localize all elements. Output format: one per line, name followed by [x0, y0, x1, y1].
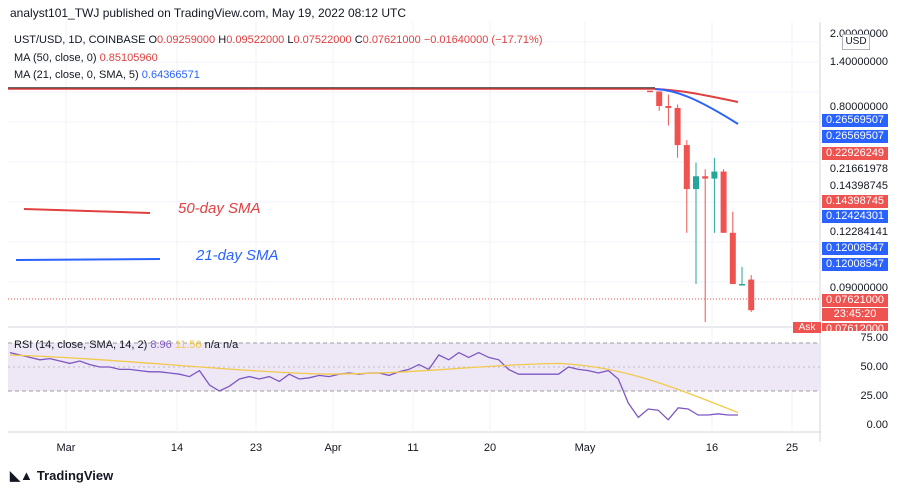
candle-body [647, 90, 653, 93]
rsi-tick: 50.00 [860, 361, 888, 373]
time-tick: 16 [705, 442, 719, 454]
price-tick: 1.40000000 [829, 56, 888, 68]
time-tick: 23 [249, 442, 263, 454]
candle-body [683, 145, 690, 190]
candle-body [720, 171, 727, 233]
ma50-legend[interactable]: MA (50, close, 0) 0.85105960 [14, 52, 158, 64]
candle-body [674, 107, 681, 146]
price-box: 0.22926249 [822, 147, 888, 160]
candle-body [711, 171, 718, 179]
candle-body [665, 106, 672, 108]
ask-price-box: 0.07612000 [822, 323, 888, 331]
published-line: analyst101_TWJ published on TradingView.… [10, 6, 406, 20]
currency-button[interactable]: USD [842, 34, 870, 50]
price-box: 0.26569507 [822, 114, 888, 127]
price-tick: 0.14398745 [829, 180, 888, 192]
ma50-value: 0.85105960 [99, 52, 158, 64]
time-tick: 11 [407, 442, 419, 454]
ma21-line [654, 88, 739, 125]
low-value: 0.07522000 [293, 34, 352, 46]
candle-body [739, 284, 745, 286]
time-tick: 20 [483, 442, 497, 454]
symbol-label[interactable]: UST/USD, 1D, COINBASE [14, 34, 146, 46]
price-box: 0.14398745 [822, 195, 888, 208]
rsi-value: 8.96 [150, 339, 172, 351]
candle-body [693, 176, 699, 190]
time-tick: Mar [56, 442, 76, 454]
open-value: 0.09259000 [157, 34, 216, 46]
low-label: L [287, 34, 294, 46]
rsi-tick: 0.00 [866, 419, 888, 431]
ma21-legend[interactable]: MA (21, close, 0, SMA, 5) 0.64366571 [14, 69, 200, 81]
price-tick: 0.09000000 [829, 282, 888, 294]
candle-body [656, 91, 663, 106]
tradingview-logo-icon: ◣▲ [10, 468, 33, 483]
sma21-sample-line [15, 258, 161, 261]
rsi-legend[interactable]: RSI (14, close, SMA, 14, 2) 8.96 11.56 n… [14, 339, 238, 351]
tradingview-logo[interactable]: ◣▲ TradingView [10, 468, 113, 484]
ma21-label: MA (21, close, 0, SMA, 5) [14, 69, 139, 81]
price-box: 0.12008547 [822, 258, 888, 271]
sma50-sample-line [23, 208, 151, 214]
price-tick: 0.12284141 [829, 226, 888, 238]
candle-body [748, 279, 755, 311]
candle-body [702, 176, 709, 179]
sma21-annotation: 21-day SMA [196, 247, 279, 264]
rsi-tick: 25.00 [860, 390, 888, 402]
close-value: 0.07621000 [362, 34, 421, 46]
countdown-box: 23:45:20 [822, 308, 888, 321]
high-value: 0.09522000 [226, 34, 285, 46]
last-price-box: 0.07621000 [822, 294, 888, 307]
rsi-tick: 75.00 [860, 332, 888, 344]
price-tick: 0.21661978 [829, 163, 888, 175]
time-tick: May [574, 442, 596, 454]
price-box: 0.26569507 [822, 130, 888, 143]
ask-label: Ask [793, 322, 821, 333]
open-label: O [148, 34, 158, 46]
price-tick: 0.80000000 [829, 101, 888, 113]
rsi-label: RSI (14, close, SMA, 14, 2) [14, 339, 148, 351]
high-label: H [218, 34, 227, 46]
ma50-label: MA (50, close, 0) [14, 52, 97, 64]
time-tick: 25 [785, 442, 799, 454]
candle-body [729, 232, 736, 284]
change-value: −0.01640000 (−17.71%) [423, 34, 543, 46]
close-label: C [354, 34, 363, 46]
rsi-sma-line [9, 354, 739, 414]
brand-label: TradingView [36, 468, 114, 483]
rsi-na: n/a n/a [204, 339, 239, 351]
price-box: 0.12424301 [822, 210, 888, 223]
price-box: 0.12008547 [822, 242, 888, 255]
ma21-value: 0.64366571 [141, 69, 200, 81]
sma50-annotation: 50-day SMA [178, 200, 261, 217]
time-tick: Apr [324, 442, 342, 454]
ohlc-legend: UST/USD, 1D, COINBASE O0.09259000 H0.095… [14, 34, 542, 46]
time-tick: 14 [170, 442, 184, 454]
chart-canvas[interactable] [0, 22, 900, 442]
rsi-sma-value: 11.56 [174, 339, 202, 351]
